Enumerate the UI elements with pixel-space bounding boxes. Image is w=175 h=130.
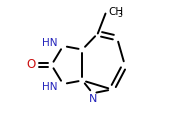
Text: CH: CH [108,7,123,17]
Text: 3: 3 [118,10,123,19]
Text: O: O [26,58,35,72]
Text: HN: HN [42,38,57,48]
Text: N: N [88,94,97,104]
Text: HN: HN [42,82,57,92]
